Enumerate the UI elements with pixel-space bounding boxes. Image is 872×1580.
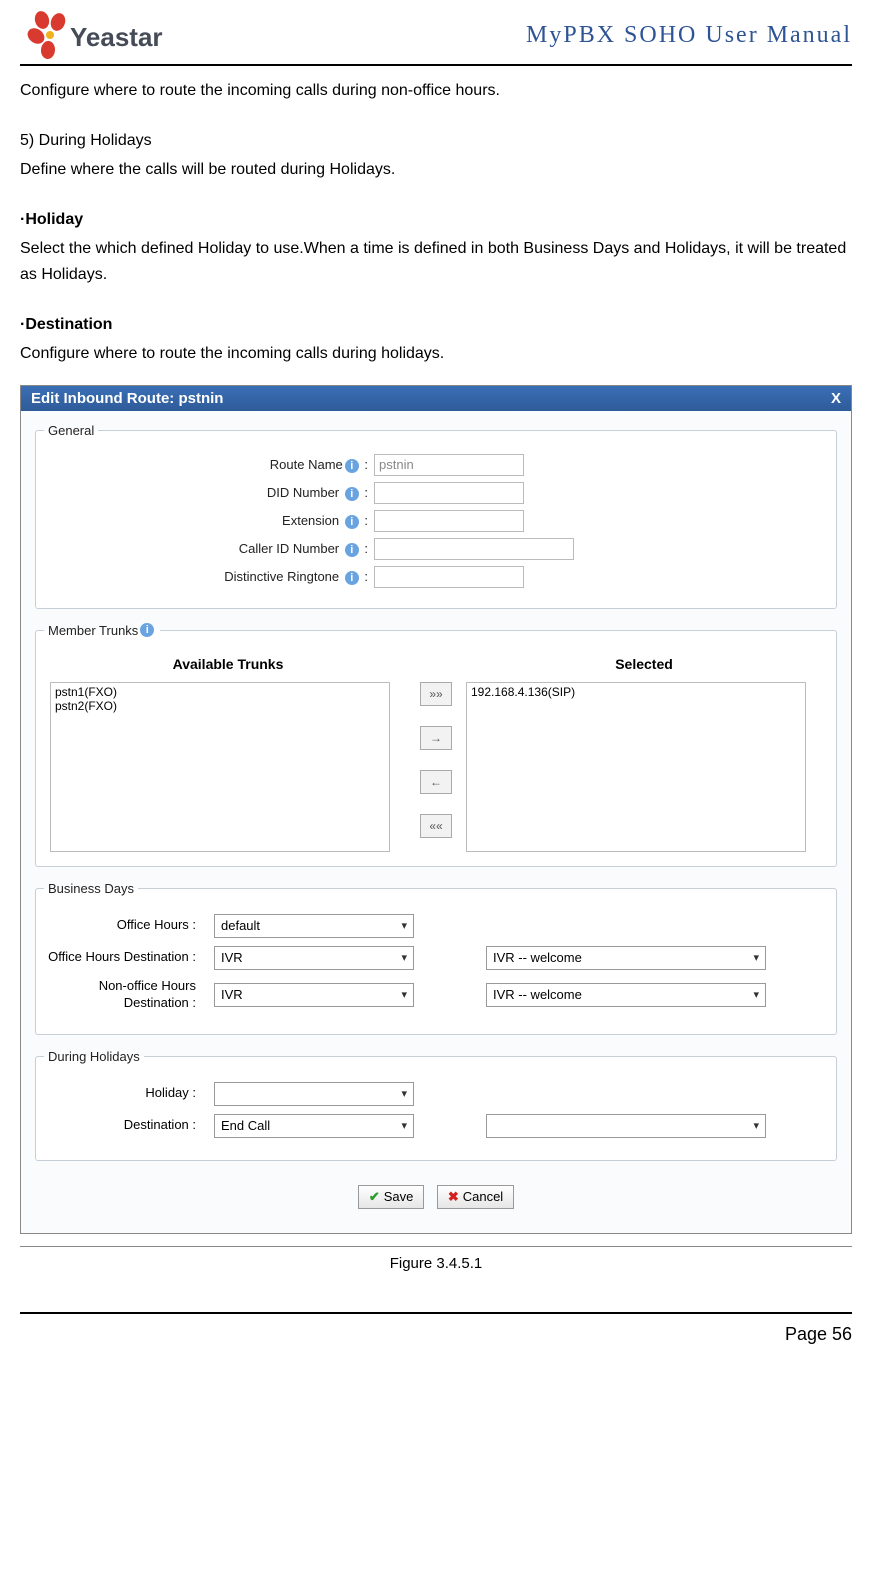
save-button[interactable]: ✔ Save	[358, 1185, 425, 1209]
during-holidays-legend: During Holidays	[44, 1049, 144, 1064]
holiday-select[interactable]	[214, 1082, 414, 1106]
nonoffice-dest-label: Non-office Hours Destination :	[44, 978, 214, 1012]
ringtone-input[interactable]	[374, 566, 524, 588]
heading-destination: ·Destination	[20, 312, 852, 338]
member-trunks-fieldset: Member Trunksi Available Trunks pstn1(FX…	[35, 623, 837, 867]
edit-inbound-route-dialog: Edit Inbound Route: pstnin X General Rou…	[20, 385, 852, 1234]
office-dest-target-select[interactable]: IVR -- welcome	[486, 946, 766, 970]
did-number-label: DID Number	[267, 485, 339, 500]
heading-during-holidays: 5) During Holidays	[20, 128, 852, 154]
ringtone-label: Distinctive Ringtone	[224, 569, 339, 584]
figure-caption: Figure 3.4.5.1	[20, 1246, 852, 1272]
route-name-label: Route Name	[270, 457, 343, 472]
dialog-close-button[interactable]: X	[831, 390, 841, 407]
info-icon[interactable]: i	[345, 515, 359, 529]
move-right-button[interactable]: →	[420, 726, 452, 750]
info-icon[interactable]: i	[345, 571, 359, 585]
general-legend: General	[44, 423, 98, 438]
nonoffice-dest-type-select[interactable]: IVR	[214, 983, 414, 1007]
info-icon[interactable]: i	[345, 459, 359, 473]
office-hours-select[interactable]: default	[214, 914, 414, 938]
route-name-input[interactable]	[374, 454, 524, 476]
extension-input[interactable]	[374, 510, 524, 532]
extension-label: Extension	[282, 513, 339, 528]
list-item[interactable]: 192.168.4.136(SIP)	[471, 685, 801, 699]
page-footer: Page 56	[20, 1312, 852, 1345]
info-icon[interactable]: i	[345, 543, 359, 557]
heading-holiday: ·Holiday	[20, 207, 852, 233]
x-icon: ✖	[448, 1189, 459, 1205]
move-left-button[interactable]: ←	[420, 770, 452, 794]
caller-id-input[interactable]	[374, 538, 574, 560]
business-days-fieldset: Business Days Office Hours : default Off…	[35, 881, 837, 1035]
available-trunks-list[interactable]: pstn1(FXO) pstn2(FXO)	[50, 682, 390, 852]
move-all-right-button[interactable]: »»	[420, 682, 452, 706]
brand-name-text: Yeastar	[70, 22, 163, 52]
office-dest-label: Office Hours Destination :	[44, 949, 214, 966]
holiday-label: Holiday :	[44, 1085, 214, 1102]
holiday-dest-target-select[interactable]	[486, 1114, 766, 1138]
cancel-button[interactable]: ✖ Cancel	[437, 1185, 514, 1209]
manual-title: MyPBX SOHO User Manual	[526, 22, 852, 49]
selected-trunks-header: Selected	[466, 648, 822, 682]
dialog-title-text: Edit Inbound Route: pstnin	[31, 390, 223, 407]
did-number-input[interactable]	[374, 482, 524, 504]
available-trunks-header: Available Trunks	[50, 648, 406, 682]
general-fieldset: General Route Namei : DID Number i : Ext…	[35, 423, 837, 609]
caller-id-label: Caller ID Number	[239, 541, 339, 556]
brand-logo: Yeastar	[20, 10, 170, 60]
office-hours-label: Office Hours :	[44, 917, 214, 934]
list-item[interactable]: pstn1(FXO)	[55, 685, 385, 699]
holiday-dest-type-select[interactable]: End Call	[214, 1114, 414, 1138]
paragraph-destination: Configure where to route the incoming ca…	[20, 341, 852, 367]
info-icon[interactable]: i	[140, 623, 154, 637]
move-all-left-button[interactable]: ««	[420, 814, 452, 838]
paragraph-define-holidays: Define where the calls will be routed du…	[20, 157, 852, 183]
info-icon[interactable]: i	[345, 487, 359, 501]
list-item[interactable]: pstn2(FXO)	[55, 699, 385, 713]
paragraph-holiday-select: Select the which defined Holiday to use.…	[20, 236, 852, 287]
during-holidays-fieldset: During Holidays Holiday : Destination : …	[35, 1049, 837, 1161]
holiday-dest-label: Destination :	[44, 1117, 214, 1134]
business-days-legend: Business Days	[44, 881, 138, 896]
nonoffice-dest-target-select[interactable]: IVR -- welcome	[486, 983, 766, 1007]
check-icon: ✔	[369, 1189, 380, 1205]
paragraph-nonoffice: Configure where to route the incoming ca…	[20, 78, 852, 104]
member-trunks-legend: Member Trunks	[48, 623, 138, 638]
office-dest-type-select[interactable]: IVR	[214, 946, 414, 970]
selected-trunks-list[interactable]: 192.168.4.136(SIP)	[466, 682, 806, 852]
